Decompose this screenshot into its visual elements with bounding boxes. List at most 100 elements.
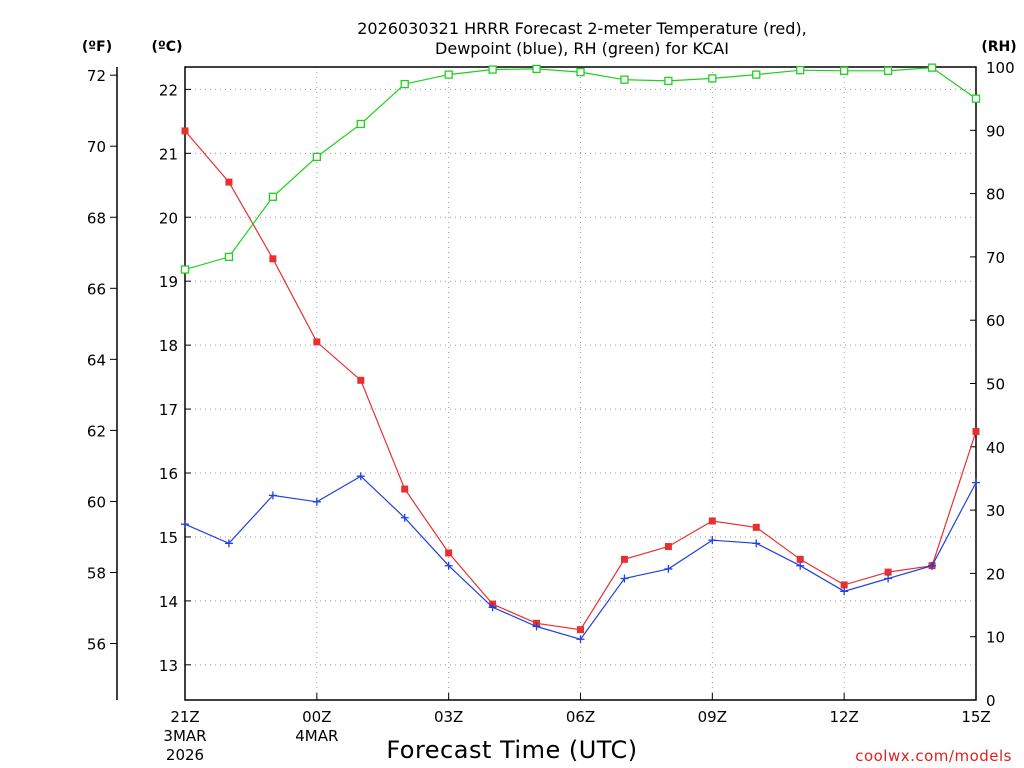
rh-point	[268, 192, 278, 201]
x-tick-label: 21Z	[170, 708, 199, 726]
dewpoint-point	[576, 635, 585, 644]
dewpoint-point	[444, 561, 453, 570]
rh-point	[400, 79, 409, 89]
temperature-point	[577, 626, 584, 634]
dewpoint-point	[356, 472, 365, 481]
rh-point	[620, 75, 629, 84]
rh-tick-label: 30	[986, 502, 1005, 520]
dewpoint-point	[796, 561, 805, 570]
temperature-point	[752, 523, 760, 531]
x-tick-label: 06Z	[566, 708, 595, 726]
dewpoint-point	[488, 603, 497, 612]
rh-point	[708, 74, 717, 83]
chart-title-line2: Dewpoint (blue), RH (green) for KCAI	[435, 39, 729, 58]
grid-lines	[184, 67, 977, 700]
rh-tick-label: 100	[986, 59, 1015, 77]
plot-frame	[184, 66, 977, 701]
rh-point	[971, 94, 981, 103]
credit-text: coolwx.com/models	[855, 747, 1012, 765]
celsius-tick-label: 16	[159, 465, 178, 483]
temperature-point	[972, 427, 980, 435]
dewpoint-point	[224, 539, 233, 548]
rh-point	[883, 66, 893, 75]
rh-point	[752, 70, 761, 79]
x-tick-label: 15Z	[961, 708, 990, 726]
rh-tick-label: 10	[986, 629, 1005, 647]
x-tick-label: 03Z	[434, 708, 463, 726]
temperature-point	[840, 581, 848, 589]
celsius-tick-label: 14	[159, 593, 178, 611]
dewpoint-point	[532, 622, 541, 631]
celsius-tick-label: 15	[159, 529, 178, 547]
fahrenheit-tick-label: 60	[87, 493, 106, 511]
rh-point	[927, 63, 937, 72]
temperature-line	[184, 130, 977, 631]
temperature-point	[225, 178, 233, 186]
temperature-point	[181, 127, 189, 135]
rh-point	[180, 265, 190, 274]
temperature-point	[401, 485, 409, 493]
x-tick-label: 00Z	[302, 708, 331, 726]
fahrenheit-tick-label: 62	[87, 422, 106, 440]
fahrenheit-tick-label: 70	[87, 138, 106, 156]
dewpoint-point	[884, 574, 893, 583]
celsius-tick-label: 19	[159, 273, 178, 291]
series	[180, 63, 981, 644]
dewpoint-point	[268, 491, 277, 500]
rh-point	[840, 66, 849, 75]
dewpoint-point	[312, 497, 321, 506]
dewpoint-point	[928, 561, 937, 570]
x-tick-label: 09Z	[698, 708, 727, 726]
temperature-point	[445, 549, 453, 557]
dewpoint-point	[752, 539, 761, 548]
fahrenheit-tick-label: 56	[87, 636, 106, 654]
x-tick-year-label: 2026	[166, 746, 204, 764]
x-axis-label: Forecast Time (UTC)	[386, 736, 637, 764]
celsius-tick-label: 21	[159, 145, 178, 163]
rh-tick-label: 20	[986, 565, 1005, 583]
rh-series	[180, 63, 981, 274]
x-tick-label: 12Z	[829, 708, 858, 726]
rh-point	[312, 152, 321, 162]
temperature-point	[796, 555, 804, 563]
dewpoint-point	[708, 536, 717, 545]
dewpoint-point	[620, 574, 629, 583]
rh-tick-label: 40	[986, 439, 1005, 457]
fahrenheit-tick-label: 66	[87, 280, 106, 298]
celsius-tick-label: 17	[159, 401, 178, 419]
axis-ticks: 1314151617181920212256586062646668707201…	[87, 59, 1015, 764]
temperature-point	[269, 255, 277, 263]
fahrenheit-unit-label: (ºF)	[82, 39, 112, 55]
rh-point	[532, 64, 541, 74]
temperature-point	[620, 555, 628, 563]
chart-title-line1: 2026030321 HRRR Forecast 2-meter Tempera…	[357, 19, 807, 38]
rh-point	[356, 119, 365, 129]
rh-tick-label: 60	[986, 312, 1005, 330]
dewpoint-point	[972, 478, 980, 487]
fahrenheit-tick-label: 58	[87, 564, 106, 582]
temperature-point	[708, 517, 716, 525]
rh-point	[576, 67, 585, 77]
dewpoint-series	[181, 472, 980, 644]
x-tick-date-label: 3MAR	[163, 727, 206, 745]
temperature-point	[884, 568, 892, 576]
dewpoint-point	[400, 513, 409, 522]
dewpoint-point	[664, 564, 673, 573]
dewpoint-point	[181, 520, 189, 529]
rh-tick-label: 70	[986, 249, 1005, 267]
celsius-tick-label: 13	[159, 657, 178, 675]
temperature-point	[357, 376, 365, 384]
x-tick-date-label: 4MAR	[295, 727, 338, 745]
fahrenheit-tick-label: 68	[87, 209, 106, 227]
rh-point	[664, 76, 673, 86]
celsius-tick-label: 20	[159, 209, 178, 227]
rh-point	[224, 252, 234, 262]
rh-point	[444, 70, 453, 79]
fahrenheit-tick-label: 64	[87, 351, 106, 369]
celsius-unit-label: (ºC)	[152, 39, 183, 55]
rh-unit-label: (RH)	[981, 39, 1016, 55]
rh-tick-label: 80	[986, 186, 1005, 204]
rh-tick-label: 90	[986, 122, 1005, 140]
rh-point	[796, 66, 805, 75]
fahrenheit-tick-label: 72	[87, 67, 106, 85]
